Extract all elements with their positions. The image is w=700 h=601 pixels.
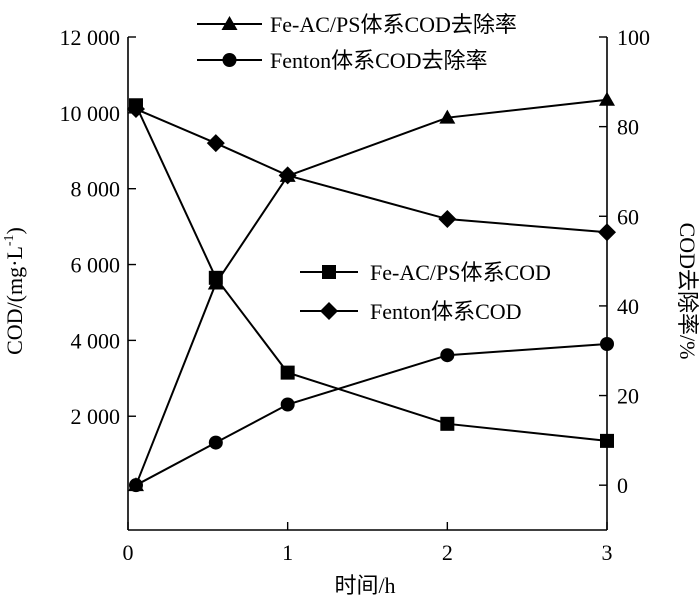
legend-label: Fe-AC/PS体系COD [370, 260, 551, 285]
point-circle [128, 478, 143, 493]
legend-mid: Fe-AC/PS体系COD Fenton体系COD [300, 260, 551, 324]
point-circle [208, 435, 223, 450]
y-left-axis-title: COD/(mg·L-1) [2, 227, 27, 355]
legend-marker-circle [222, 53, 237, 67]
y-right-tick-label: 40 [617, 294, 639, 319]
y-right-axis-title: COD去除率/% [675, 223, 700, 360]
legend-label: Fenton体系COD [370, 299, 522, 324]
point-circle [600, 337, 614, 352]
y-left-tick-label: 12 000 [60, 25, 121, 50]
y-right-ticks: 0 20 40 60 80 100 [599, 25, 650, 498]
point-diamond [278, 166, 297, 185]
legend-top: Fe-AC/PS体系COD去除率 Fenton体系COD去除率 [197, 12, 517, 73]
series-line-circle [135, 343, 608, 487]
point-circle [280, 397, 295, 412]
point-diamond [438, 210, 457, 229]
series-triangle [127, 91, 615, 492]
point-diamond [126, 100, 145, 119]
x-ticks: 0 1 2 3 [123, 522, 613, 565]
legend-marker-diamond [320, 302, 338, 320]
legend-entry-triangle: Fe-AC/PS体系COD去除率 [197, 12, 517, 37]
point-square [600, 433, 614, 448]
x-axis-title: 时间/h [334, 573, 395, 598]
y-left-tick-label: 4 000 [71, 328, 121, 353]
legend-entry-circle: Fenton体系COD去除率 [197, 48, 488, 73]
y-left-ticks: 2 000 4 000 6 000 8 000 10 000 12 000 [60, 25, 136, 429]
series-line-diamond [135, 108, 608, 234]
x-tick-label: 2 [442, 540, 453, 565]
legend-entry-square: Fe-AC/PS体系COD [300, 260, 551, 285]
y-right-tick-label: 80 [617, 115, 639, 140]
series-square [128, 98, 614, 448]
y-left-axis-title-main: COD/(mg·L [2, 246, 27, 355]
y-left-axis-title-sup: -1 [2, 234, 17, 246]
y-right-tick-label: 60 [617, 204, 639, 229]
point-square [440, 416, 455, 431]
point-triangle [599, 91, 615, 106]
point-circle [440, 348, 455, 363]
x-tick-label: 0 [123, 540, 134, 565]
legend-label: Fe-AC/PS体系COD去除率 [270, 12, 517, 37]
point-square [280, 365, 295, 380]
point-diamond [598, 223, 616, 242]
legend-marker-triangle [221, 16, 238, 30]
series-layer [126, 91, 616, 493]
point-triangle [439, 109, 456, 124]
point-diamond [206, 134, 225, 153]
y-left-tick-label: 8 000 [71, 177, 121, 202]
series-diamond [126, 100, 616, 242]
y-left-tick-label: 10 000 [60, 101, 121, 126]
x-tick-label: 1 [282, 540, 293, 565]
y-right-tick-label: 0 [617, 473, 628, 498]
legend-label: Fenton体系COD去除率 [270, 48, 488, 73]
y-right-tick-label: 100 [617, 25, 650, 50]
y-left-tick-label: 6 000 [71, 253, 121, 278]
series-line-triangle [135, 98, 608, 486]
x-tick-label: 3 [602, 540, 613, 565]
y-left-axis-title-tail: ) [2, 227, 27, 234]
legend-marker-square [322, 265, 336, 279]
legend-entry-diamond: Fenton体系COD [300, 299, 522, 324]
y-left-tick-label: 2 000 [71, 404, 121, 429]
point-square [208, 270, 223, 285]
y-right-tick-label: 20 [617, 384, 639, 409]
series-circle [128, 337, 614, 493]
